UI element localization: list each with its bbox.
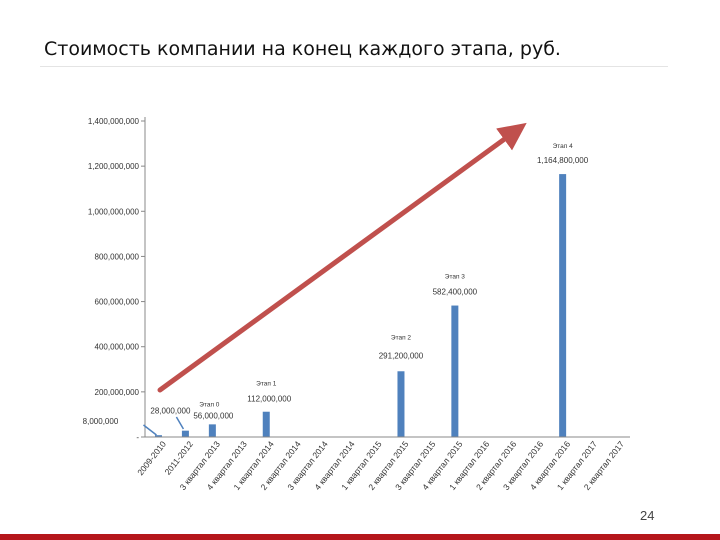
y-tick-label: 1,400,000,000 xyxy=(88,117,140,126)
bar xyxy=(559,174,567,437)
bar-value-label: 28,000,000 xyxy=(150,407,191,416)
bar-value-label: 8,000,000 xyxy=(83,417,119,426)
y-tick-label: 800,000,000 xyxy=(95,252,140,261)
bar-value-label: 1,164,800,000 xyxy=(537,156,589,165)
bar xyxy=(262,411,270,437)
bar-value-label: 112,000,000 xyxy=(247,395,291,404)
callout-line xyxy=(175,416,185,430)
slide-title: Стоимость компании на конец каждого этап… xyxy=(44,38,561,60)
bar xyxy=(451,305,459,437)
stage-label: Этап 2 xyxy=(391,334,412,341)
slide-number: 24 xyxy=(640,508,655,523)
y-tick-label: - xyxy=(136,433,139,442)
bar-value-label: 291,200,000 xyxy=(379,351,424,360)
label-callouts xyxy=(143,416,185,436)
footer-bar xyxy=(0,534,720,540)
bar xyxy=(208,424,216,437)
y-tick-label: 1,200,000,000 xyxy=(88,162,140,171)
callout-line xyxy=(143,424,157,436)
bar-value-label: 582,400,000 xyxy=(433,288,478,297)
y-axis: 1,400,000,000 1,200,000,000 1,000,000,000 8… xyxy=(88,117,146,442)
y-tick-label: 200,000,000 xyxy=(95,388,140,397)
bar xyxy=(397,371,405,437)
bar xyxy=(154,435,162,437)
stage-label: Этап 3 xyxy=(445,274,466,281)
bars xyxy=(154,174,567,437)
bar xyxy=(181,430,189,437)
y-tick-label: 400,000,000 xyxy=(95,343,140,352)
y-tick-label: 600,000,000 xyxy=(95,298,140,307)
growth-trend-arrow xyxy=(157,122,527,393)
bar-value-label: 56,000,000 xyxy=(193,411,234,420)
stage-label: Этап 4 xyxy=(553,143,574,150)
stage-label: Этап 1 xyxy=(256,381,277,388)
title-divider xyxy=(40,66,668,67)
stage-label: Этап 0 xyxy=(199,401,220,408)
y-tick-label: 1,000,000,000 xyxy=(88,207,140,216)
